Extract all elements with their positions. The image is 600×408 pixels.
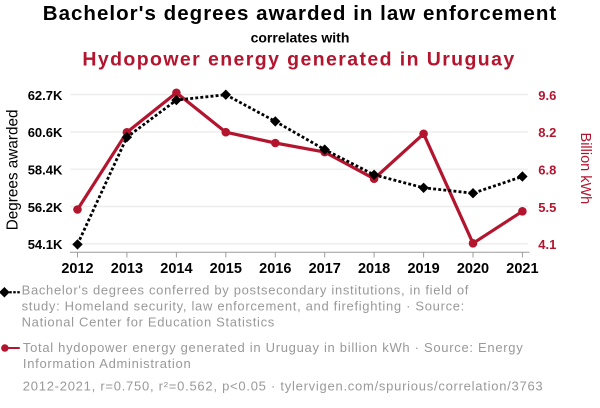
svg-text:Bachelor's degrees awarded in: Bachelor's degrees awarded in law enforc… [43,2,557,25]
svg-text:2021: 2021 [506,261,538,277]
svg-text:2013: 2013 [111,261,143,277]
svg-text:2012: 2012 [61,261,93,277]
svg-text:National Center for Education: National Center for Education Statistics [22,315,275,330]
svg-text:60.6K: 60.6K [28,125,63,140]
svg-text:Bachelor's degrees conferred b: Bachelor's degrees conferred by postseco… [22,283,469,298]
svg-text:Hydopower energy generated in: Hydopower energy generated in Uruguay [82,49,515,71]
svg-text:56.2K: 56.2K [28,200,63,215]
svg-text:58.4K: 58.4K [28,163,63,178]
svg-text:2015: 2015 [210,261,242,277]
svg-text:study: Homeland security, law: study: Homeland security, law enforcemen… [22,299,465,314]
svg-text:2016: 2016 [259,261,291,277]
svg-text:2012-2021, r=0.750, r²=0.562,: 2012-2021, r=0.750, r²=0.562, p<0.05 · t… [23,378,544,393]
svg-text:8.2: 8.2 [538,125,556,140]
svg-text:54.1K: 54.1K [28,237,63,252]
svg-text:2019: 2019 [407,261,439,277]
svg-text:Information Administration: Information Administration [23,356,192,371]
svg-text:62.7K: 62.7K [28,88,63,103]
svg-text:Billion kWh: Billion kWh [577,133,593,205]
svg-text:2020: 2020 [457,261,489,277]
svg-text:9.6: 9.6 [538,88,556,103]
svg-text:5.5: 5.5 [538,200,556,215]
svg-text:Degrees awarded: Degrees awarded [5,110,22,231]
svg-text:correlates with: correlates with [251,29,350,45]
svg-text:2018: 2018 [358,261,390,277]
svg-text:Total hydopower energy generat: Total hydopower energy generated in Urug… [23,340,524,355]
svg-text:2014: 2014 [160,261,192,277]
svg-text:2017: 2017 [309,261,341,277]
svg-text:6.8: 6.8 [538,163,556,178]
svg-text:4.1: 4.1 [538,237,556,252]
